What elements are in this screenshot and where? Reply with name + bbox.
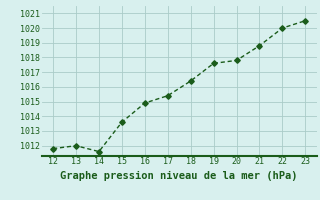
X-axis label: Graphe pression niveau de la mer (hPa): Graphe pression niveau de la mer (hPa)	[60, 171, 298, 181]
